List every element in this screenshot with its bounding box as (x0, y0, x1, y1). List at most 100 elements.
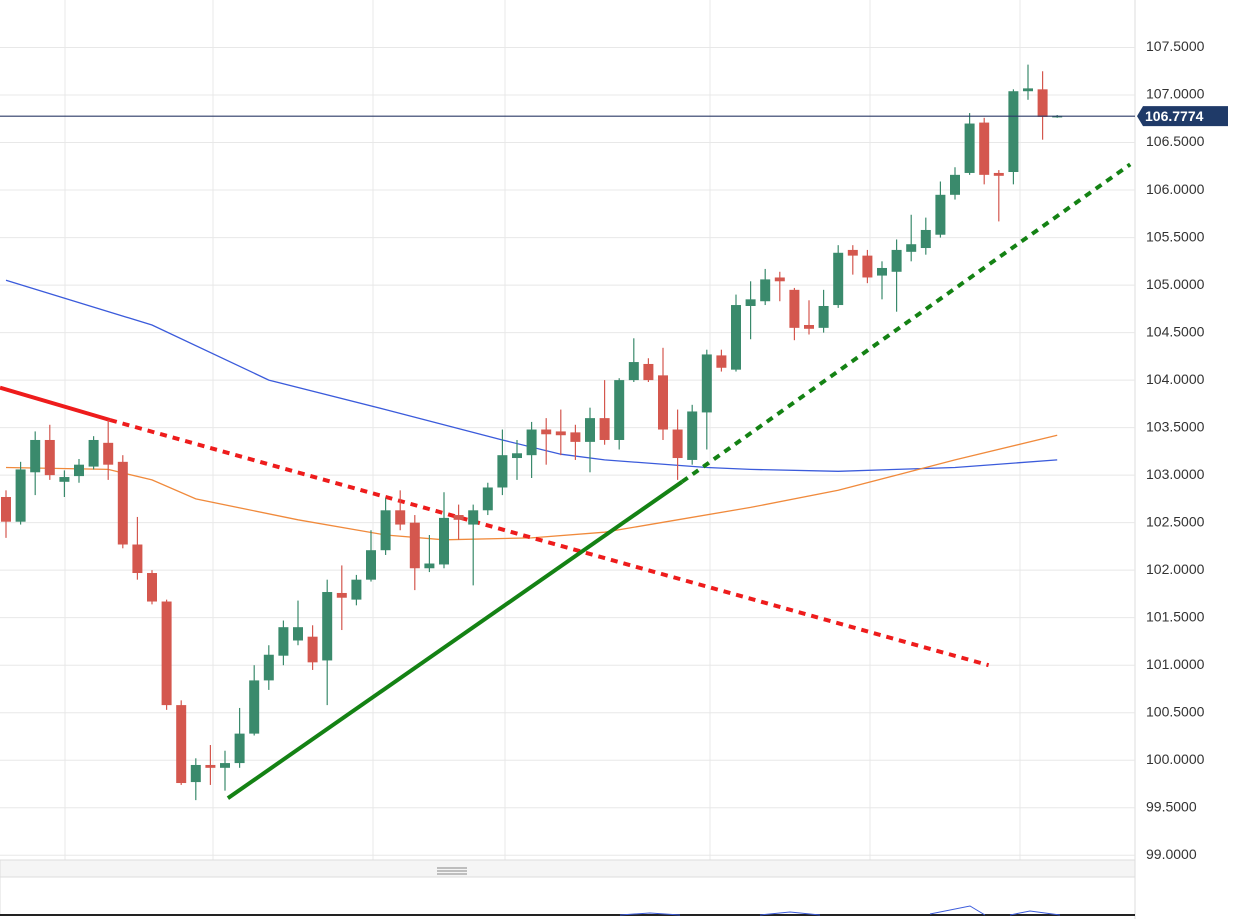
candle-body (877, 267, 887, 276)
candle-body (658, 375, 668, 430)
candle-body (774, 277, 785, 282)
candle-body (263, 654, 274, 681)
candle-body (424, 563, 435, 569)
candle-body (847, 249, 858, 256)
y-tick-label: 102.5000 (1146, 513, 1205, 529)
candle-body (585, 418, 595, 442)
candle-body (964, 123, 975, 173)
candle-body (628, 362, 639, 381)
y-tick-label: 103.5000 (1146, 418, 1205, 434)
plot-area: 99.0000 99.5000 100.0000 100.5000 101.0000 10… (0, 38, 1228, 862)
candle-body (614, 380, 625, 440)
candle-body (74, 464, 84, 477)
panel-separator[interactable] (0, 859, 1136, 878)
candle-body (59, 477, 70, 482)
candle-body (278, 627, 289, 656)
y-tick-label: 99.5000 (1146, 798, 1197, 814)
y-tick-label: 107.0000 (1146, 86, 1205, 102)
y-tick-label: 103.0000 (1146, 466, 1205, 482)
candle-body (176, 705, 187, 784)
candle-body (701, 354, 712, 413)
candle-body (351, 579, 362, 600)
candle-body (555, 431, 566, 436)
y-tick-label: 106.5000 (1146, 133, 1205, 149)
candle-body (862, 255, 873, 278)
last-price-tag (1137, 106, 1228, 127)
candle-body (117, 461, 128, 545)
moving-average (5, 279, 1058, 472)
trendline (226, 480, 684, 800)
candle-body (570, 432, 581, 442)
y-tick-label: 100.5000 (1146, 703, 1205, 719)
candle-body (205, 764, 216, 768)
candle-body (760, 279, 771, 302)
candle-body (44, 439, 55, 476)
candle-body (1, 496, 11, 522)
candle-body (993, 172, 1004, 176)
y-tick-label: 105.5000 (1146, 228, 1205, 244)
y-tick-label: 105.0000 (1146, 276, 1205, 292)
candle-body (818, 305, 829, 328)
candle-body (88, 439, 99, 467)
y-tick-label: 104.5000 (1146, 323, 1205, 339)
candle-body (220, 763, 230, 768)
y-tick-label: 101.5000 (1146, 608, 1205, 624)
candle-body (132, 544, 143, 574)
candle-body (935, 194, 946, 235)
candle-body (599, 418, 610, 440)
candle-body (234, 733, 245, 764)
y-tick-label: 100.0000 (1146, 751, 1205, 767)
separator-handle[interactable] (437, 867, 467, 875)
candle-body (979, 122, 990, 175)
candle-body (293, 627, 303, 641)
y-tick-label: 99.0000 (1146, 846, 1197, 862)
candle-body (731, 305, 741, 370)
candle-body (920, 229, 931, 249)
vertical-grid (64, 0, 1021, 860)
trendline (109, 418, 990, 668)
indicator-panel (0, 876, 1136, 916)
candle-body (439, 517, 449, 565)
candle-body (672, 429, 683, 459)
y-tick-label: 101.0000 (1146, 656, 1205, 672)
y-tick-label: 107.5000 (1146, 38, 1205, 54)
y-tick-label: 104.0000 (1146, 371, 1205, 387)
moving-average (5, 434, 1058, 541)
candle-body (395, 510, 406, 525)
candle-body (687, 411, 698, 460)
candle-body (1008, 91, 1019, 172)
candle-body (541, 429, 552, 435)
candle-body (643, 363, 654, 381)
candle-body (833, 252, 844, 306)
last-price-label: 106.7774 (1145, 108, 1204, 124)
candle-body (322, 592, 333, 661)
candle-body (1037, 89, 1048, 117)
indicator-line (619, 905, 1061, 916)
trendline (680, 162, 1132, 484)
candle-body (482, 487, 493, 511)
candle-body (147, 573, 157, 602)
candle-body (1023, 88, 1033, 92)
candle-body (906, 244, 917, 252)
candle-body (453, 515, 464, 520)
candle-body (249, 680, 260, 734)
candle-body (497, 455, 508, 488)
candle-body (409, 522, 420, 569)
trendline (0, 385, 111, 422)
candle-body (30, 439, 41, 473)
candle-body (891, 249, 902, 272)
candle-body (103, 442, 114, 465)
candle-body (468, 510, 479, 525)
candle-body (526, 429, 537, 456)
candle-body (950, 174, 960, 195)
candle-body (366, 550, 376, 580)
y-tick-label: 102.0000 (1146, 561, 1205, 577)
candle-body (380, 510, 391, 551)
candle-body (512, 453, 522, 459)
candle-body (161, 601, 172, 706)
candle-body (307, 636, 318, 663)
candle-body (716, 355, 727, 368)
